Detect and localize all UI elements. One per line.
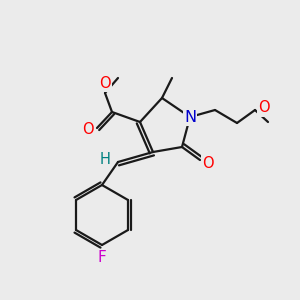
Text: O: O [82, 122, 94, 137]
Text: H: H [100, 152, 110, 166]
Text: O: O [258, 100, 270, 116]
Text: O: O [202, 155, 214, 170]
Text: N: N [184, 110, 196, 124]
Text: F: F [98, 250, 106, 266]
Text: O: O [99, 76, 111, 91]
